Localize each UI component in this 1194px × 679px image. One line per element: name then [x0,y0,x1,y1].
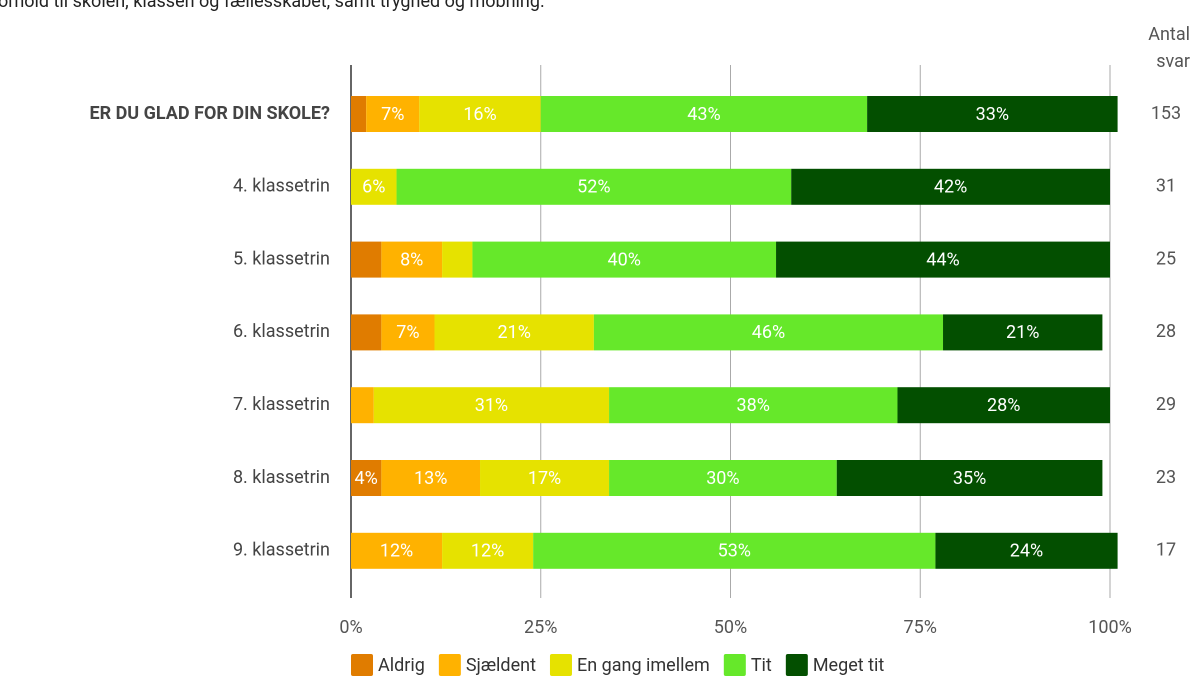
count-label: 31 [1156,176,1176,197]
bar-segment [351,314,382,351]
category-label: ER DU GLAD FOR DIN SKOLE? [89,103,330,124]
legend-swatch [351,654,373,676]
x-tick-label: 100% [1088,617,1132,638]
bar-segment [396,168,792,205]
data-label: 53% [718,541,751,562]
data-label: 35% [953,468,986,489]
bar-segment [897,387,1110,424]
count-label: 28 [1156,321,1176,342]
bar-segment [373,387,610,424]
bar-segment [776,241,1110,278]
data-label: 8% [400,249,423,270]
data-label: 12% [471,541,504,562]
bar-segment [351,96,367,132]
bar-segment [609,460,837,496]
bar-segment [593,314,944,351]
legend-label: En gang imellem [577,655,710,676]
data-label: 16% [463,104,496,125]
bar-segment [351,460,382,496]
legend-label: Aldrig [378,655,425,676]
data-label: 30% [706,468,739,489]
category-label: 8. klassetrin [233,467,330,488]
bar-segment [381,460,481,496]
data-label: 12% [380,541,413,562]
legend-swatch [723,654,746,676]
data-label: 38% [737,395,770,416]
count-label: 23 [1156,467,1176,488]
count-label: 17 [1156,540,1176,561]
bar-segment [472,241,777,278]
data-label: 13% [414,468,447,489]
counts-header: svar [1156,51,1190,72]
data-label: 44% [926,249,959,270]
data-label: 24% [1010,541,1043,562]
x-tick-label: 0% [339,617,362,638]
data-label: 6% [362,177,385,198]
legend-swatch [549,654,572,676]
data-label: 21% [1006,322,1039,343]
bar-segment [540,96,868,132]
bar-segment [366,96,420,132]
bar-segment [791,168,1110,205]
bar-segment [351,241,382,278]
bar-segment [836,460,1103,496]
bar-segment [943,314,1103,351]
legend-swatch [438,654,461,676]
bar-segment [351,168,397,205]
data-label: 40% [608,249,641,270]
x-tick-label: 25% [524,617,557,638]
legend-label: Meget tit [813,655,885,676]
data-label: 52% [577,177,610,198]
data-label: 17% [528,468,561,489]
count-label: 25 [1156,248,1176,269]
bar-segment [351,387,374,424]
data-label: 42% [934,177,967,198]
counts-header: Antal [1148,24,1190,45]
data-label: 21% [497,322,530,343]
chart-subtitle: orhold til skolen, klassen og fællesskab… [0,0,545,12]
legend-label: Tit [751,655,772,676]
count-label: 153 [1151,103,1181,124]
data-label: 7% [396,322,419,343]
bar-segment [533,532,936,569]
x-tick-label: 75% [904,617,937,638]
bar-segment [381,241,443,278]
category-label: 7. klassetrin [233,394,330,415]
bar-segment [419,96,541,132]
legend-swatch [785,654,808,676]
x-tick-label: 50% [714,617,747,638]
data-label: 31% [475,395,508,416]
category-label: 6. klassetrin [233,321,330,342]
bar-segment [442,241,473,278]
category-label: 4. klassetrin [233,176,330,197]
legend-label: Sjældent [466,655,536,676]
bar-segment [381,314,435,351]
data-label: 43% [687,104,720,125]
data-label: 46% [752,322,785,343]
data-label: 7% [381,104,404,125]
count-label: 29 [1156,394,1176,415]
bar-segment [442,532,534,569]
category-label: 5. klassetrin [233,248,330,269]
bar-segment [434,314,594,351]
bar-segment [935,532,1118,569]
bar-segment [867,96,1118,132]
data-label: 33% [976,104,1009,125]
data-label: 28% [987,395,1020,416]
data-label: 4% [355,468,378,489]
bar-segment [609,387,898,424]
bar-segment [480,460,610,496]
bar-segment [351,532,443,569]
category-label: 9. klassetrin [233,540,330,561]
